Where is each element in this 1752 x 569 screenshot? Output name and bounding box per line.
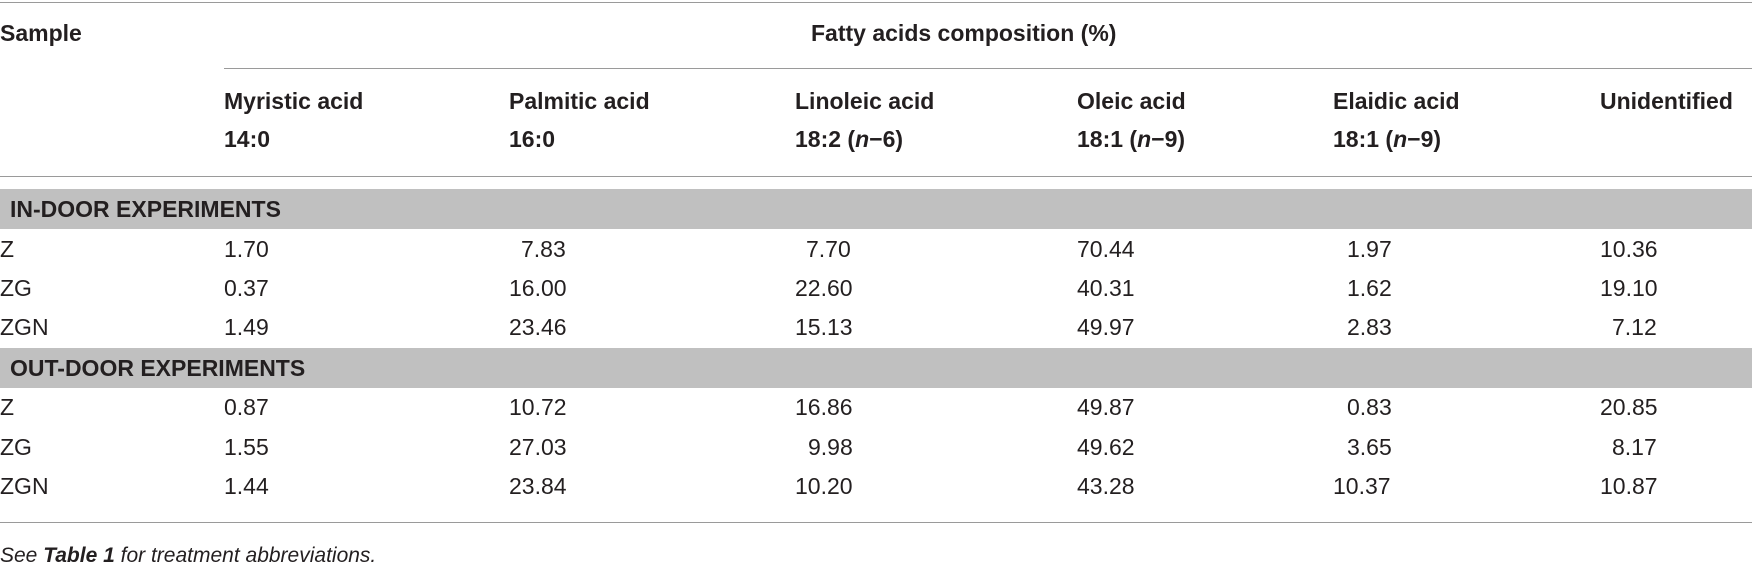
value-cell: 22.60 bbox=[795, 275, 853, 301]
value-cell: 10.37 bbox=[1333, 473, 1391, 499]
sample-cell: ZGN bbox=[0, 314, 49, 340]
section-band-indoor: IN-DOOR EXPERIMENTS bbox=[0, 189, 1752, 229]
section-title: IN-DOOR EXPERIMENTS bbox=[10, 196, 281, 222]
value-cell: 1.70 bbox=[224, 236, 269, 262]
sample-column-header: Sample bbox=[0, 20, 82, 46]
value-cell: 1.55 bbox=[224, 434, 269, 460]
value-cell: 7.70 bbox=[806, 236, 851, 262]
sample-cell: ZG bbox=[0, 275, 32, 301]
section-band-outdoor: OUT-DOOR EXPERIMENTS bbox=[0, 348, 1752, 388]
value-cell: 1.97 bbox=[1347, 236, 1392, 262]
column-formula: 18:1 (n−9) bbox=[1333, 126, 1442, 152]
value-cell: 15.13 bbox=[795, 314, 853, 340]
column-name: Myristic acid bbox=[224, 88, 364, 114]
column-name: Linoleic acid bbox=[795, 88, 935, 114]
header-bottom-rule bbox=[0, 176, 1752, 177]
value-cell: 16.86 bbox=[795, 394, 853, 420]
value-cell: 7.83 bbox=[521, 236, 566, 262]
group-header-rule bbox=[224, 68, 1752, 69]
table-reference: Table 1 bbox=[43, 544, 115, 567]
value-cell: 70.44 bbox=[1077, 236, 1135, 262]
value-cell: 2.83 bbox=[1347, 314, 1392, 340]
table-footnote: See Table 1 for treatment abbreviations. bbox=[0, 543, 376, 569]
value-cell: 27.03 bbox=[509, 434, 567, 460]
value-cell: 3.65 bbox=[1347, 434, 1392, 460]
fatty-acids-group-header: Fatty acids composition (%) bbox=[811, 20, 1117, 46]
value-cell: 49.87 bbox=[1077, 394, 1135, 420]
column-header-myristic: Myristic acid 14:0 bbox=[224, 87, 363, 153]
value-cell: 10.72 bbox=[509, 394, 567, 420]
column-header-unidentified: Unidentified bbox=[1600, 87, 1733, 115]
value-cell: 49.62 bbox=[1077, 434, 1135, 460]
column-name: Palmitic acid bbox=[509, 88, 650, 114]
value-cell: 7.12 bbox=[1612, 314, 1657, 340]
footnote-text: See bbox=[0, 544, 44, 567]
column-name: Unidentified bbox=[1600, 88, 1733, 114]
value-cell: 1.62 bbox=[1347, 275, 1392, 301]
table-bottom-rule bbox=[0, 522, 1752, 523]
value-cell: 1.44 bbox=[224, 473, 269, 499]
value-cell: 0.37 bbox=[224, 275, 269, 301]
value-cell: 23.84 bbox=[509, 473, 567, 499]
value-cell: 1.49 bbox=[224, 314, 269, 340]
column-name: Elaidic acid bbox=[1333, 88, 1460, 114]
value-cell: 10.20 bbox=[795, 473, 853, 499]
column-header-elaidic: Elaidic acid 18:1 (n−9) bbox=[1333, 87, 1460, 153]
column-formula: 18:2 (n−6) bbox=[795, 126, 904, 152]
sample-cell: Z bbox=[0, 236, 15, 262]
value-cell: 16.00 bbox=[509, 275, 567, 301]
column-formula: 14:0 bbox=[224, 126, 271, 152]
column-header-linoleic: Linoleic acid 18:2 (n−6) bbox=[795, 87, 934, 153]
value-cell: 10.36 bbox=[1600, 236, 1658, 262]
value-cell: 49.97 bbox=[1077, 314, 1135, 340]
sample-cell: ZG bbox=[0, 434, 32, 460]
section-title: OUT-DOOR EXPERIMENTS bbox=[10, 355, 306, 381]
value-cell: 8.17 bbox=[1612, 434, 1657, 460]
sample-cell: ZGN bbox=[0, 473, 49, 499]
column-header-oleic: Oleic acid 18:1 (n−9) bbox=[1077, 87, 1186, 153]
column-formula: 18:1 (n−9) bbox=[1077, 126, 1186, 152]
sample-cell: Z bbox=[0, 394, 15, 420]
footnote-text: for treatment abbreviations. bbox=[114, 544, 377, 567]
value-cell: 43.28 bbox=[1077, 473, 1135, 499]
value-cell: 10.87 bbox=[1600, 473, 1658, 499]
table-top-rule bbox=[0, 2, 1752, 3]
value-cell: 19.10 bbox=[1600, 275, 1658, 301]
value-cell: 0.83 bbox=[1347, 394, 1392, 420]
column-header-palmitic: Palmitic acid 16:0 bbox=[509, 87, 650, 153]
column-name: Oleic acid bbox=[1077, 88, 1186, 114]
column-formula: 16:0 bbox=[509, 126, 556, 152]
value-cell: 20.85 bbox=[1600, 394, 1658, 420]
value-cell: 40.31 bbox=[1077, 275, 1135, 301]
value-cell: 23.46 bbox=[509, 314, 567, 340]
value-cell: 0.87 bbox=[224, 394, 269, 420]
value-cell: 9.98 bbox=[808, 434, 853, 460]
